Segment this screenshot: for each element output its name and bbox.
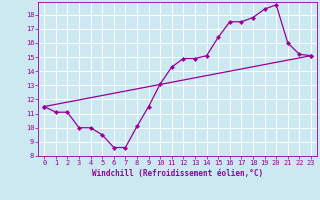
X-axis label: Windchill (Refroidissement éolien,°C): Windchill (Refroidissement éolien,°C)	[92, 169, 263, 178]
